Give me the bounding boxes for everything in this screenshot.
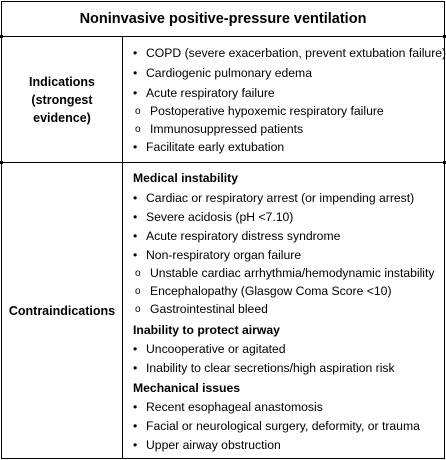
contraindications-row: Contraindications Medical instability • C…	[2, 163, 444, 458]
list-item: • Inability to clear secretions/high aspi…	[133, 361, 395, 375]
contraindications-label: Contraindications	[2, 163, 123, 458]
bullet-icon: •	[133, 400, 138, 414]
bullet-icon: •	[133, 342, 138, 356]
bullet-icon: •	[133, 140, 138, 154]
border-tick	[0, 161, 3, 164]
contraindications-content: Medical instability • Cardiac or respirat…	[123, 163, 444, 458]
section-heading: Medical instability	[133, 171, 238, 185]
sub-list-item: o Encephalopathy (Glasgow Coma Score <10)	[135, 284, 392, 298]
sub-list-item: o Gastrointestinal bleed	[135, 302, 268, 316]
sub-list-item: o Immunosuppressed patients	[135, 122, 304, 136]
indications-label-line: Indications	[29, 74, 95, 89]
bullet-icon: •	[133, 438, 138, 452]
circle-bullet-icon: o	[135, 304, 141, 315]
list-item: • Upper airway obstruction	[133, 438, 281, 452]
bullet-icon: •	[133, 210, 138, 224]
bullet-icon: •	[133, 191, 138, 205]
list-item: • COPD (severe exacerbation, prevent extu…	[133, 46, 446, 60]
bullet-icon: •	[133, 66, 138, 80]
bullet-icon: •	[133, 361, 138, 375]
border-tick	[0, 35, 3, 38]
circle-bullet-icon: o	[135, 268, 141, 279]
list-item: • Non-respiratory organ failure	[133, 248, 302, 262]
circle-bullet-icon: o	[135, 124, 141, 135]
indications-content: • COPD (severe exacerbation, prevent extu…	[123, 37, 446, 162]
sub-list-item: o Postoperative hypoxemic respiratory fai…	[135, 104, 384, 118]
circle-bullet-icon: o	[135, 106, 141, 117]
indications-label: Indications (strongest evidence)	[2, 37, 123, 162]
section-heading: Inability to protect airway	[133, 323, 280, 337]
bullet-icon: •	[133, 86, 138, 100]
indications-label-line: evidence)	[33, 110, 91, 125]
bullet-icon: •	[133, 229, 138, 243]
list-item: • Acute respiratory distress syndrome	[133, 229, 341, 243]
list-item: • Uncooperative or agitated	[133, 342, 286, 356]
border-tick	[443, 161, 446, 164]
indications-label-line: (strongest	[31, 92, 93, 107]
table-title: Noninvasive positive-pressure ventilatio…	[2, 2, 444, 37]
bullet-icon: •	[133, 419, 138, 433]
sub-list-item: o Unstable cardiac arrhythmia/hemodynamic…	[135, 266, 435, 280]
bullet-icon: •	[133, 46, 138, 60]
bullet-icon: •	[133, 248, 138, 262]
indications-row: Indications (strongest evidence) • COPD (…	[2, 37, 446, 163]
section-heading: Mechanical issues	[133, 381, 241, 395]
list-item: • Cardiac or respiratory arrest (or impen…	[133, 191, 415, 205]
list-item: • Acute respiratory failure	[133, 86, 275, 100]
list-item: • Recent esophageal anastomosis	[133, 400, 323, 414]
circle-bullet-icon: o	[135, 286, 141, 297]
list-item: • Cardiogenic pulmonary edema	[133, 66, 312, 80]
list-item: • Severe acidosis (pH <7.10)	[133, 210, 294, 224]
border-tick	[443, 35, 446, 38]
list-item: • Facilitate early extubation	[133, 140, 285, 154]
list-item: • Facial or neurological surgery, deformi…	[133, 419, 420, 433]
